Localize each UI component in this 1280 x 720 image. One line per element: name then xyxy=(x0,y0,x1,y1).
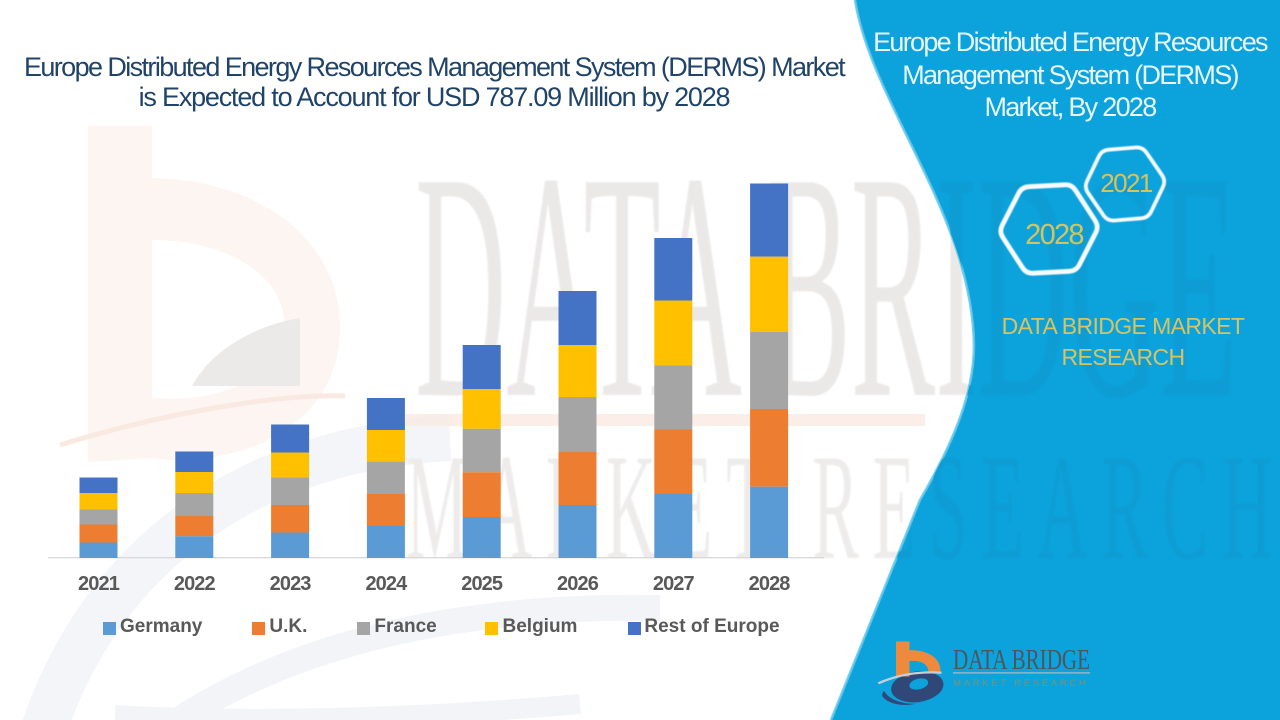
svg-text:MARKET RESEARCH: MARKET RESEARCH xyxy=(954,678,1089,688)
svg-text:DATA BRIDGE: DATA BRIDGE xyxy=(953,645,1090,676)
